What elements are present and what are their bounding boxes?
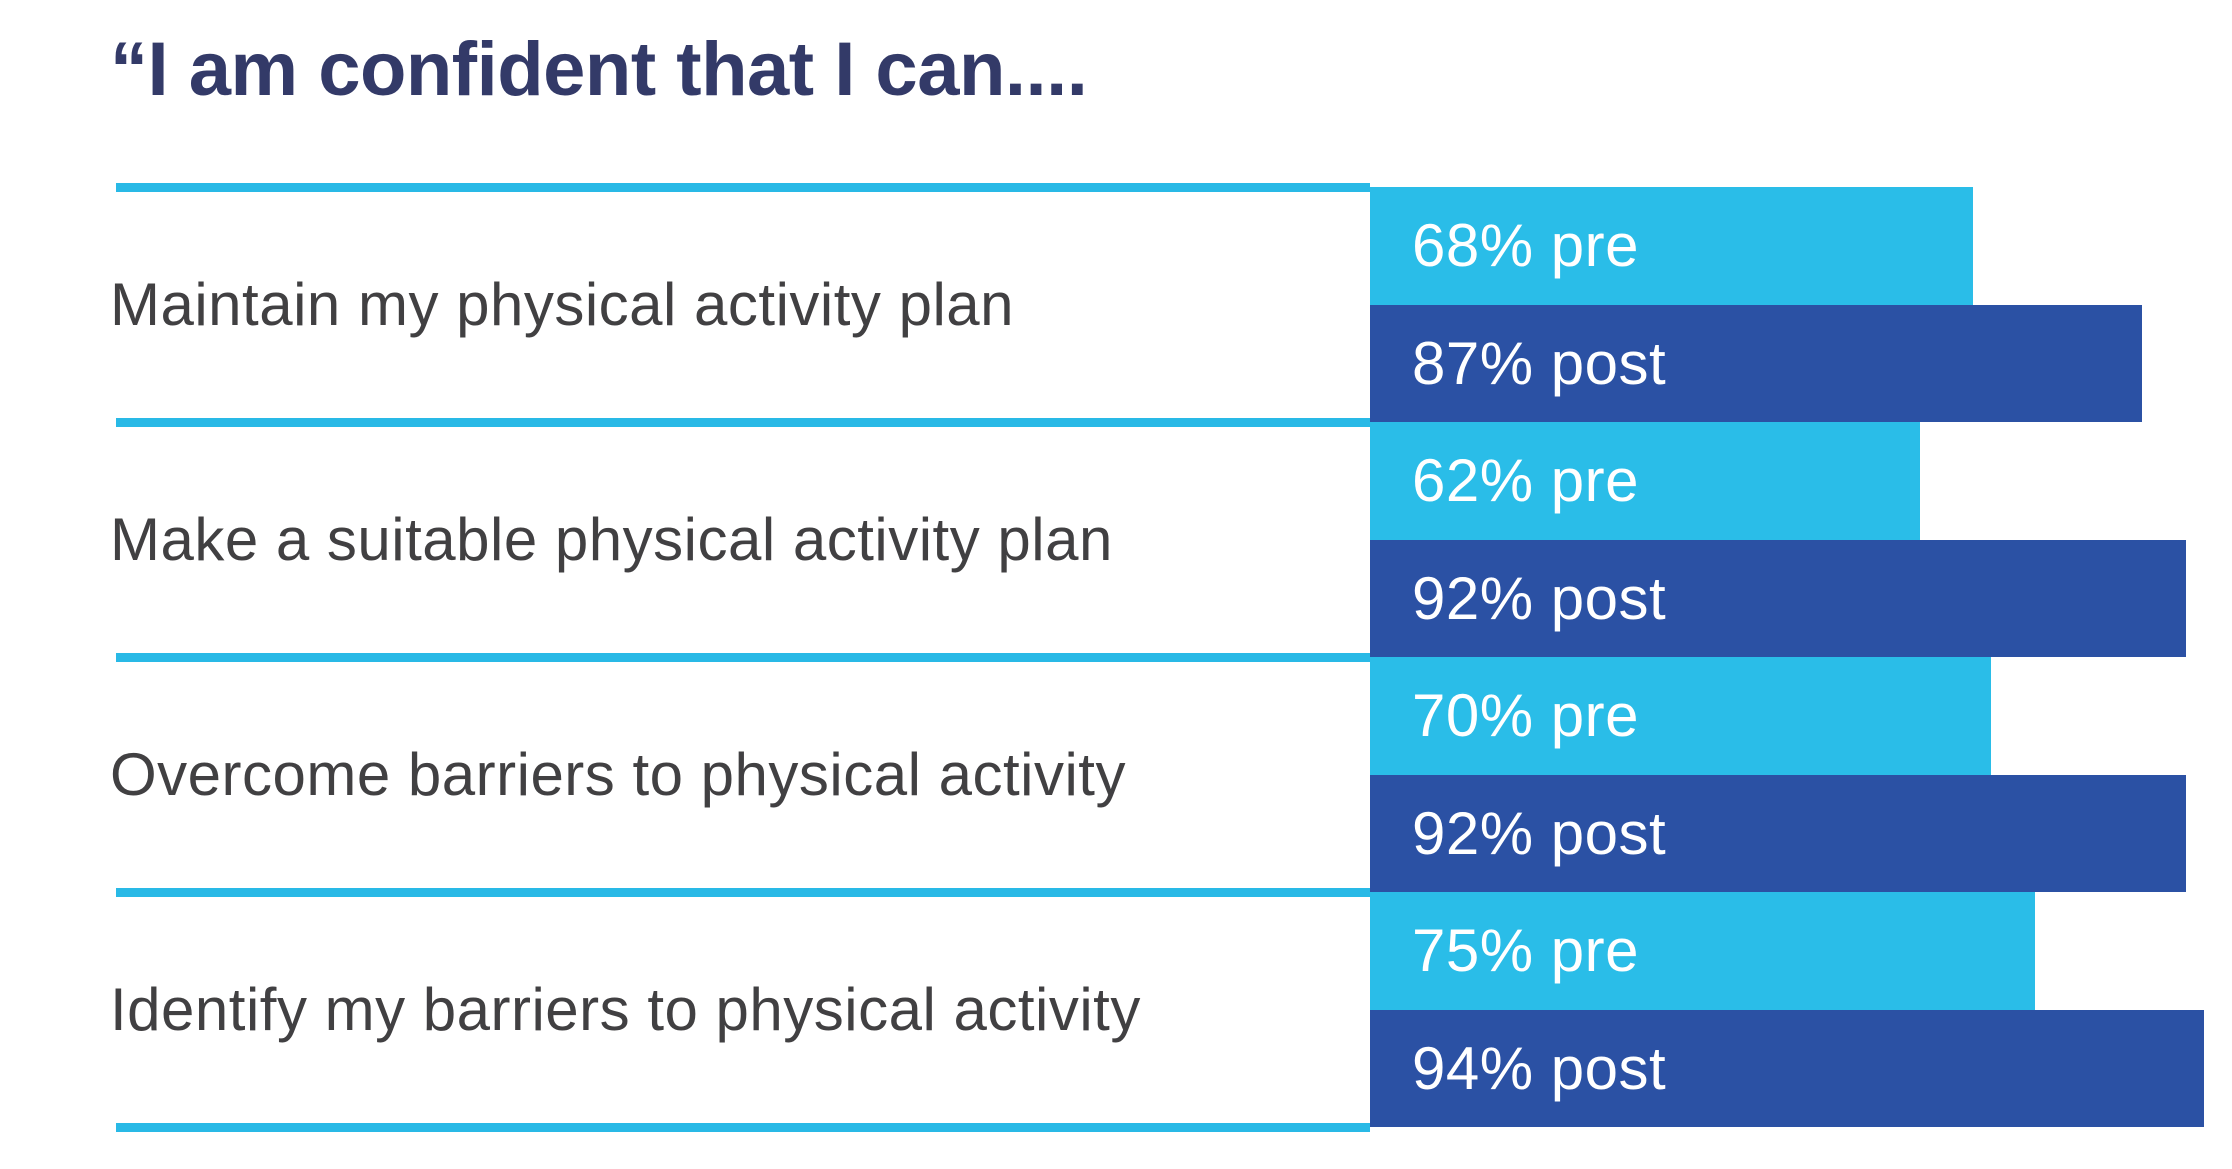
bar-value-label: 92% post: [1412, 564, 1667, 632]
post-bar: 92% post: [1370, 539, 2187, 657]
bottom-divider-line: [116, 1123, 1370, 1132]
post-bar: 92% post: [1370, 774, 2187, 892]
chart-row: Identify my barriers to physical activit…: [0, 888, 2232, 1127]
chart-row: Maintain my physical activity plan 68% p…: [0, 183, 2232, 422]
row-divider-line: [116, 653, 1370, 662]
bar-group: 68% pre 87% post: [1370, 187, 2142, 422]
bar-value-label: 87% post: [1412, 329, 1667, 397]
row-divider-line: [116, 418, 1370, 427]
bar-value-label: 68% pre: [1412, 212, 1639, 280]
pre-bar: 68% pre: [1370, 187, 1974, 305]
bar-value-label: 75% pre: [1412, 917, 1639, 985]
bar-group: 62% pre 92% post: [1370, 422, 2187, 657]
bar-value-label: 94% post: [1412, 1034, 1667, 1102]
pre-bar: 75% pre: [1370, 892, 2036, 1010]
category-label: Maintain my physical activity plan: [110, 271, 1015, 338]
chart-row: Make a suitable physical activity plan 6…: [0, 418, 2232, 657]
chart-title: “I am confident that I can....: [110, 27, 1088, 112]
row-divider-line: [116, 888, 1370, 897]
row-divider-line: [116, 183, 1370, 192]
category-label: Overcome barriers to physical activity: [110, 741, 1126, 808]
post-bar: 87% post: [1370, 304, 2142, 422]
bar-chart: Maintain my physical activity plan 68% p…: [0, 183, 2232, 1132]
bar-value-label: 70% pre: [1412, 682, 1639, 750]
bar-group: 75% pre 94% post: [1370, 892, 2204, 1127]
pre-bar: 70% pre: [1370, 657, 1991, 775]
bar-group: 70% pre 92% post: [1370, 657, 2187, 892]
pre-bar: 62% pre: [1370, 422, 1920, 540]
bar-value-label: 92% post: [1412, 799, 1667, 867]
category-label: Make a suitable physical activity plan: [110, 506, 1113, 573]
post-bar: 94% post: [1370, 1009, 2204, 1127]
chart-row: Overcome barriers to physical activity 7…: [0, 653, 2232, 892]
category-label: Identify my barriers to physical activit…: [110, 976, 1141, 1043]
bar-value-label: 62% pre: [1412, 447, 1639, 515]
